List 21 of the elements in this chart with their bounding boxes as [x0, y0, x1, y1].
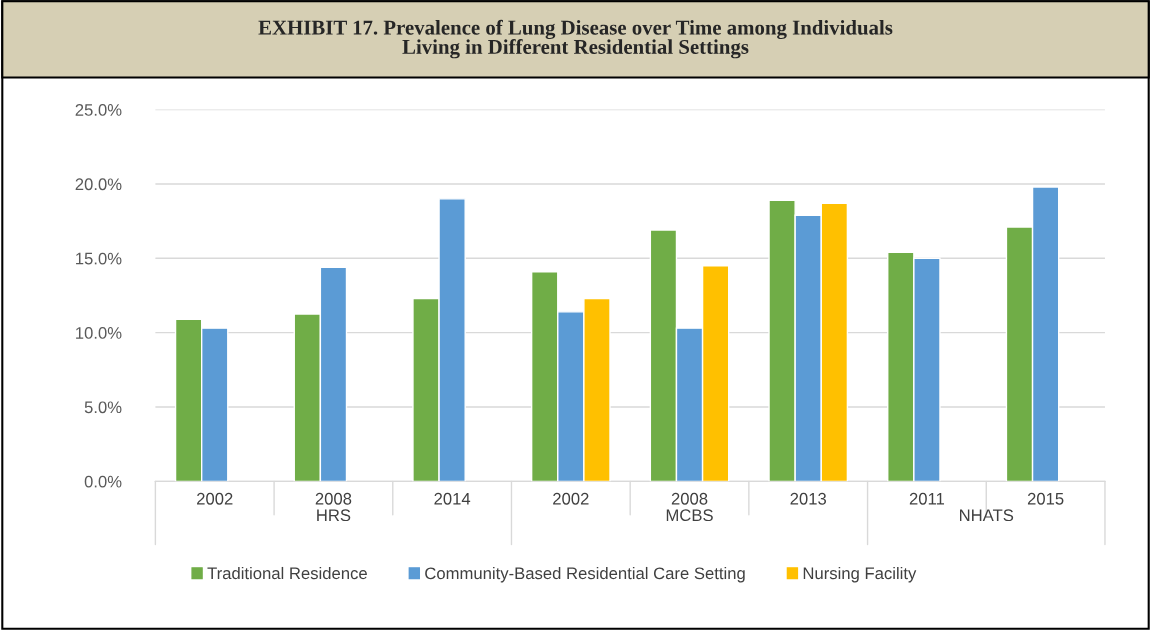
- text: NHATS: [960, 509, 1014, 522]
- y-tick-label: 0.0%: [84, 475, 122, 488]
- x-tick-label: 2002: [553, 492, 589, 505]
- x-tick-label: 2011: [909, 492, 945, 505]
- legend-label: Nursing Facility: [803, 566, 917, 583]
- x-tick-label: 2013: [790, 492, 827, 505]
- x-tick-label: 2008: [315, 492, 352, 505]
- y-tick-label: 25.0%: [75, 104, 122, 116]
- y-tick-label: 10.0%: [76, 327, 122, 339]
- x-tick-label: 2015: [1027, 492, 1064, 505]
- chart-title: EXHIBIT 17. Prevalence of Lung Disease over Time among Individuals Living in Different Residential Settings: [258, 19, 893, 59]
- legend-label: Community-Based Residential Care Setting: [425, 566, 745, 583]
- legend-label: Traditional Residence: [207, 566, 367, 580]
- x-tick-label: 2008: [671, 492, 708, 505]
- text: MCBS: [666, 509, 713, 522]
- text: HRS: [317, 509, 351, 522]
- y-tick-label: 5.0%: [84, 401, 122, 414]
- y-tick-label: 15.0%: [76, 252, 122, 265]
- x-tick-label: 2014: [434, 492, 471, 505]
- y-tick-label: 20.0%: [75, 178, 122, 191]
- x-tick-label: 2002: [197, 492, 233, 505]
